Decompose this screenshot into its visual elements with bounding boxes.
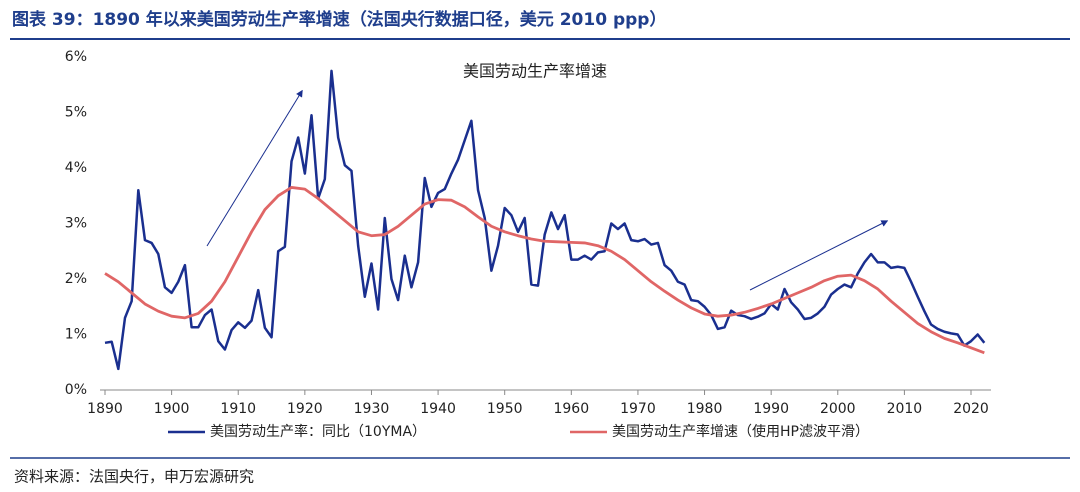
y-tick-label: 1% [65, 327, 87, 343]
x-tick-label: 1940 [420, 401, 456, 417]
x-tick-label: 1900 [154, 401, 190, 417]
y-tick-label: 3% [65, 216, 87, 232]
legend-label: 美国劳动生产率：同比（10YMA） [210, 423, 426, 440]
y-tick-label: 0% [65, 382, 87, 398]
chart-title: 美国劳动生产率增速 [463, 62, 607, 81]
x-tick-label: 1890 [87, 401, 123, 417]
source: 资料来源：法国央行，申万宏源研究 [14, 468, 254, 486]
x-tick-label: 1990 [753, 401, 789, 417]
y-tick-label: 2% [65, 271, 87, 287]
y-tick-label: 6% [65, 49, 87, 65]
x-tick-label: 1950 [487, 401, 523, 417]
x-tick-label: 1930 [354, 401, 390, 417]
x-tick-label: 1960 [553, 401, 589, 417]
caption: 图表 39：1890 年以来美国劳动生产率增速（法国央行数据口径，美元 2010… [12, 9, 666, 30]
x-tick-label: 1980 [687, 401, 723, 417]
x-tick-label: 1970 [620, 401, 656, 417]
y-tick-label: 4% [65, 160, 87, 176]
x-tick-label: 2020 [953, 401, 989, 417]
x-tick-label: 2000 [820, 401, 856, 417]
series-line [104, 186, 985, 355]
x-tick-label: 1910 [220, 401, 256, 417]
y-tick-label: 5% [65, 105, 87, 121]
x-tick-label: 2010 [887, 401, 923, 417]
x-tick-label: 1920 [287, 401, 323, 417]
arrow [749, 220, 889, 291]
legend-label: 美国劳动生产率增速（使用HP滤波平滑） [612, 423, 869, 440]
arrow [206, 89, 303, 247]
series-line [104, 69, 986, 371]
